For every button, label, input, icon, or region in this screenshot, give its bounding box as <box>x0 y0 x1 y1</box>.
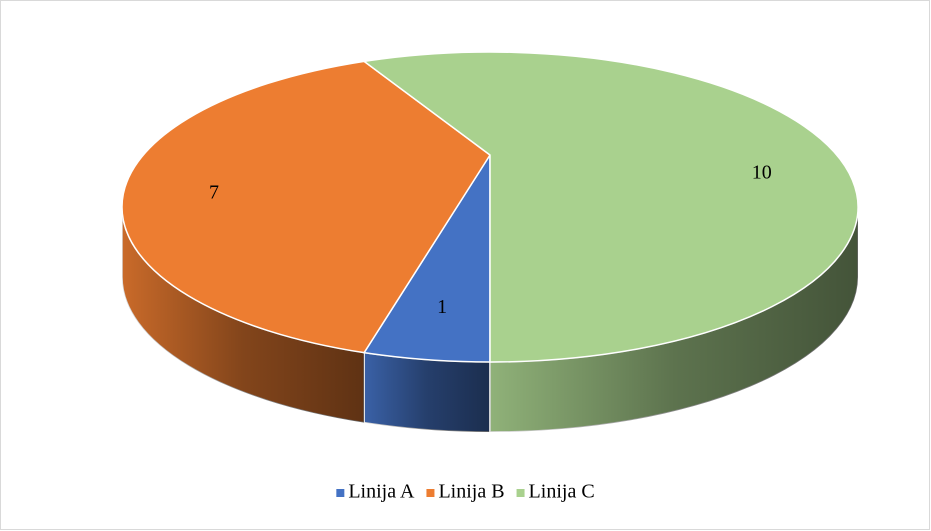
pie-side-shade <box>364 352 490 432</box>
data-label: 7 <box>209 182 219 204</box>
data-label: 10 <box>752 161 772 183</box>
legend-label: Linija C <box>529 481 595 503</box>
legend-swatch <box>336 489 345 497</box>
data-label: 1 <box>437 296 447 318</box>
legend-swatch <box>516 489 525 497</box>
legend-label: Linija A <box>348 481 415 503</box>
legend: Linija A Linija B Linija C <box>336 481 595 503</box>
pie-side-shade <box>122 207 365 423</box>
legend-label: Linija B <box>438 481 504 503</box>
pie-slice <box>121 60 492 354</box>
pie-slice <box>362 152 491 363</box>
pie-slice <box>362 51 859 363</box>
pie-side-shade <box>490 207 858 432</box>
legend-swatch <box>426 489 435 497</box>
